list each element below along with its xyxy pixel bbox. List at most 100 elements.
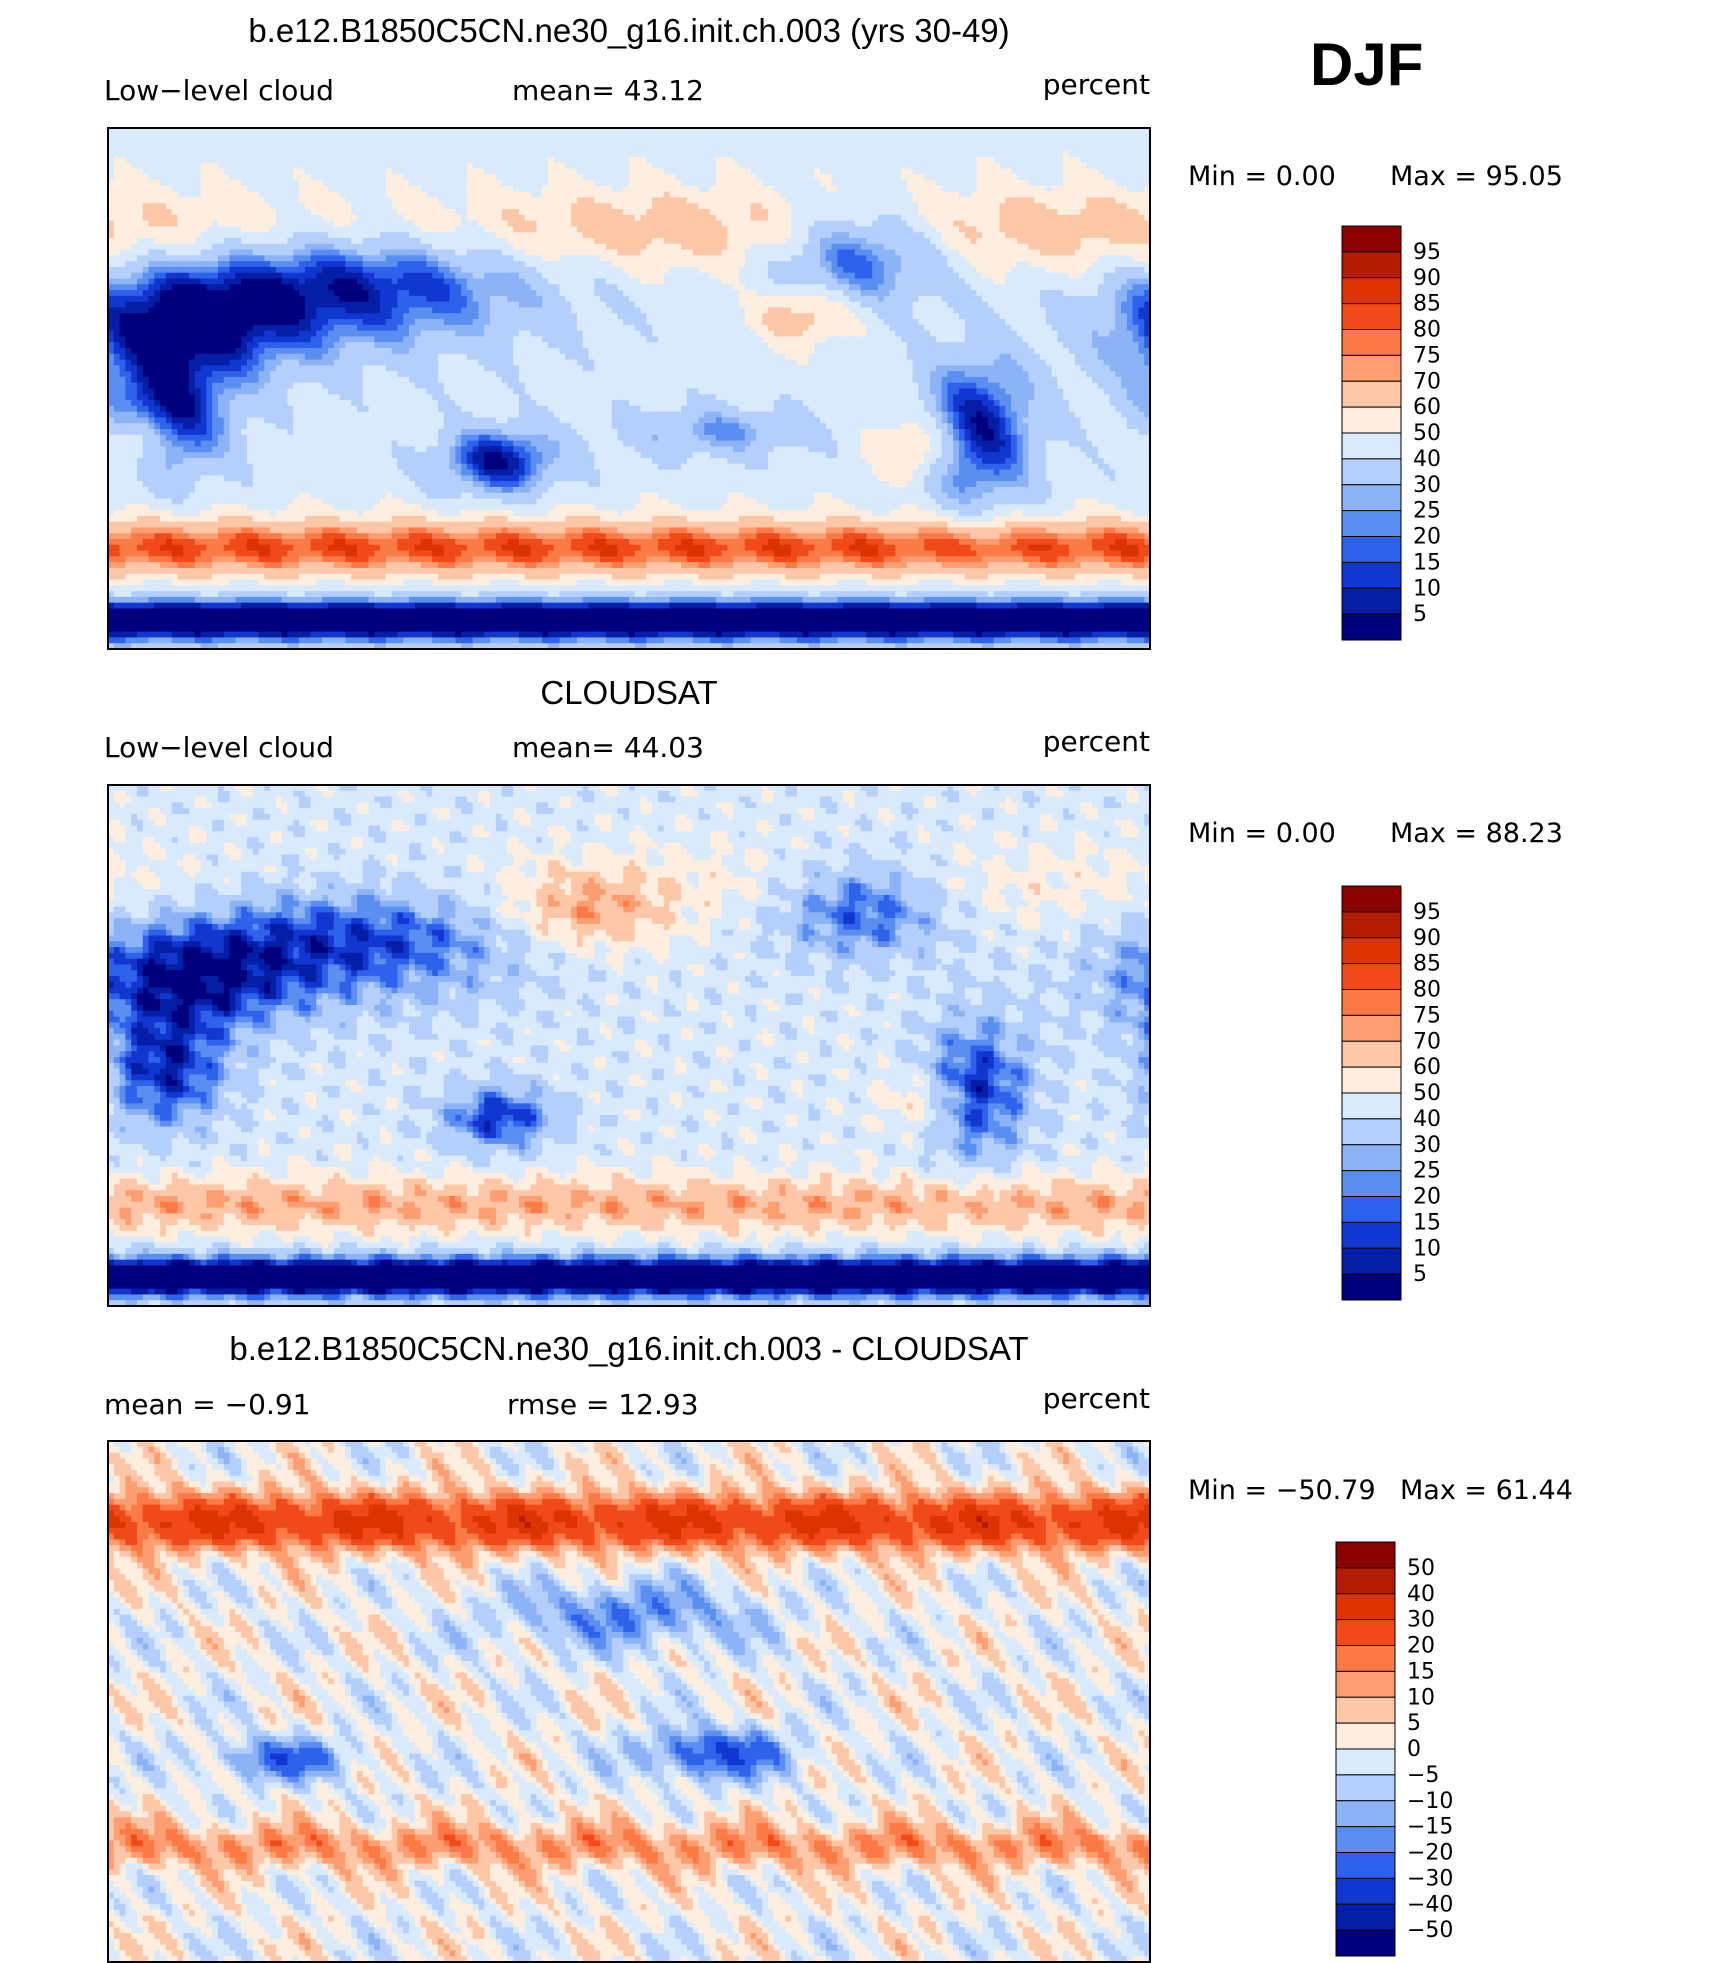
map-cell — [409, 151, 416, 158]
map-cell — [617, 266, 624, 274]
map-cell — [142, 203, 150, 210]
map-cell — [559, 139, 566, 146]
map-cell — [437, 151, 445, 158]
map-cell — [125, 284, 132, 291]
map-cell — [339, 266, 346, 274]
map-cell — [964, 174, 972, 181]
map-cell — [246, 174, 254, 181]
map-cell — [744, 151, 752, 158]
map-cell — [652, 249, 659, 256]
map-cell — [738, 226, 746, 233]
map-cell — [848, 197, 856, 204]
map-cell — [264, 243, 271, 251]
map-cell — [189, 266, 196, 274]
map-cell — [634, 191, 642, 199]
map-cell — [600, 266, 607, 274]
map-cell — [1063, 237, 1070, 245]
map-cell — [901, 261, 908, 268]
map-cell — [623, 284, 630, 291]
map-cell — [831, 185, 838, 193]
map-cell — [258, 162, 265, 170]
map-cell — [837, 237, 844, 245]
map-cell — [930, 255, 937, 262]
map-cell — [432, 266, 439, 274]
map-cell — [391, 237, 399, 245]
map-cell — [432, 133, 439, 141]
map-cell — [895, 278, 902, 285]
map-cell — [657, 145, 665, 152]
map-cell — [663, 226, 671, 233]
map-cell — [490, 203, 497, 210]
map-cell — [710, 139, 717, 146]
map-cell — [264, 128, 271, 135]
map-cell — [466, 185, 474, 193]
map-cell — [177, 243, 184, 251]
map-cell — [773, 162, 781, 170]
map-cell — [860, 237, 867, 245]
map-cell — [796, 266, 804, 274]
map-cell — [403, 203, 410, 210]
map-cell — [547, 278, 555, 285]
map-cell — [484, 255, 491, 262]
map-cell — [547, 249, 555, 256]
map-cell — [310, 145, 317, 152]
map-cell — [160, 185, 167, 193]
map-cell — [993, 145, 1001, 152]
map-cell — [513, 243, 520, 251]
map-cell — [1011, 168, 1018, 175]
map-cell — [189, 151, 196, 158]
map-cell — [814, 162, 821, 170]
map-cell — [993, 168, 1001, 175]
map-cell — [194, 255, 202, 262]
map-cell — [414, 249, 422, 256]
map-cell — [1074, 226, 1082, 233]
map-cell — [264, 255, 271, 262]
map-cell — [490, 226, 497, 233]
map-cell — [374, 203, 381, 210]
map-cell — [964, 191, 972, 199]
map-cell — [721, 278, 729, 285]
map-cell — [1121, 214, 1128, 222]
map-cell — [727, 232, 734, 239]
map-cell — [657, 266, 665, 274]
map-cell — [733, 197, 740, 204]
map-cell — [808, 156, 815, 164]
map-cell — [634, 168, 642, 175]
map-cell — [802, 266, 810, 274]
map-cell — [692, 226, 700, 233]
map-cell — [930, 266, 937, 274]
map-cell — [536, 156, 543, 164]
map-cell — [281, 209, 289, 216]
map-cell — [426, 226, 433, 233]
map-cell — [131, 162, 138, 170]
map-cell — [432, 185, 439, 193]
map-cell — [478, 249, 485, 256]
map-cell — [883, 139, 891, 146]
map-cell — [976, 232, 983, 239]
map-cell — [229, 191, 236, 199]
map-cell — [791, 255, 798, 262]
map-cell — [1115, 197, 1122, 204]
map-cell — [675, 232, 682, 239]
map-cell — [443, 156, 451, 164]
map-cell — [177, 220, 184, 228]
map-cell — [629, 174, 636, 181]
map-cell — [501, 139, 509, 146]
map-cell — [490, 174, 497, 181]
map-cell — [727, 191, 734, 199]
map-cell — [1097, 139, 1105, 146]
map-cell — [1115, 209, 1122, 216]
map-cell — [889, 249, 896, 256]
map-cell — [171, 145, 179, 152]
map-cell — [617, 191, 624, 199]
map-cell — [843, 261, 850, 268]
map-cell — [327, 151, 335, 158]
map-cell — [223, 128, 231, 135]
map-cell — [640, 151, 647, 158]
map-cell — [559, 226, 566, 233]
map-cell — [779, 185, 786, 193]
map-cell — [299, 272, 306, 280]
map-cell — [912, 139, 920, 146]
map-cell — [501, 162, 509, 170]
map-cell — [744, 191, 752, 199]
